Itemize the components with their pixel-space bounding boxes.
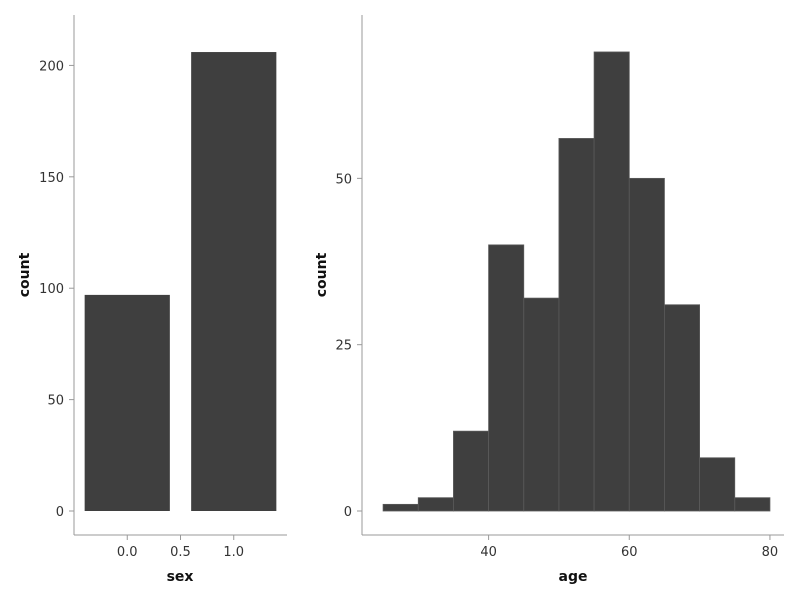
sex-x-tick-label: 0.0	[117, 545, 138, 560]
age-y-ticks: 0 25 50	[335, 172, 362, 520]
age-y-tick-label: 0	[344, 505, 352, 520]
age-x-tick-label: 60	[621, 545, 638, 560]
age-bar-50-55	[558, 138, 595, 512]
sex-x-axis-label: sex	[167, 569, 194, 585]
age-x-axis-label: age	[559, 569, 588, 585]
age-bar-45-50	[523, 297, 560, 512]
age-bar-60-65	[628, 177, 665, 512]
age-bar-65-70	[664, 304, 701, 512]
age-histogram-chart: 0 25 50 40 60 80 age count	[314, 15, 784, 585]
sex-y-tick-label: 150	[39, 171, 64, 186]
sex-bar-0.0	[84, 294, 170, 511]
age-x-tick-label: 40	[480, 545, 497, 560]
age-x-ticks: 40 60 80	[480, 535, 778, 560]
sex-y-tick-label: 50	[47, 394, 64, 409]
sex-y-ticks: 0 50 100 150 200	[39, 59, 74, 520]
sex-y-axis-label: count	[17, 252, 33, 297]
age-bars	[382, 51, 771, 512]
sex-x-tick-label: 0.5	[170, 545, 191, 560]
sex-y-tick-label: 200	[39, 59, 64, 74]
sex-bar-1.0	[191, 52, 277, 512]
sex-y-tick-label: 0	[56, 505, 64, 520]
age-bar-70-75	[699, 457, 736, 512]
age-y-axis-label: count	[314, 252, 330, 297]
age-y-tick-label: 25	[335, 339, 352, 354]
sex-count-chart: 0 50 100 150 200 0.0 0.5 1.0 sex count	[17, 15, 287, 585]
sex-bars	[84, 52, 277, 512]
sex-y-tick-label: 100	[39, 282, 64, 297]
age-bar-30-35	[417, 497, 454, 512]
age-bar-35-40	[453, 430, 489, 512]
age-bar-40-45	[488, 244, 525, 512]
age-y-tick-label: 50	[335, 172, 352, 187]
age-x-tick-label: 80	[762, 545, 779, 560]
sex-x-tick-label: 1.0	[223, 545, 244, 560]
age-bar-75-80	[734, 497, 771, 512]
age-bar-55-60	[593, 51, 630, 512]
sex-x-ticks: 0.0 0.5 1.0	[117, 535, 244, 560]
age-bar-25-30	[382, 503, 419, 512]
